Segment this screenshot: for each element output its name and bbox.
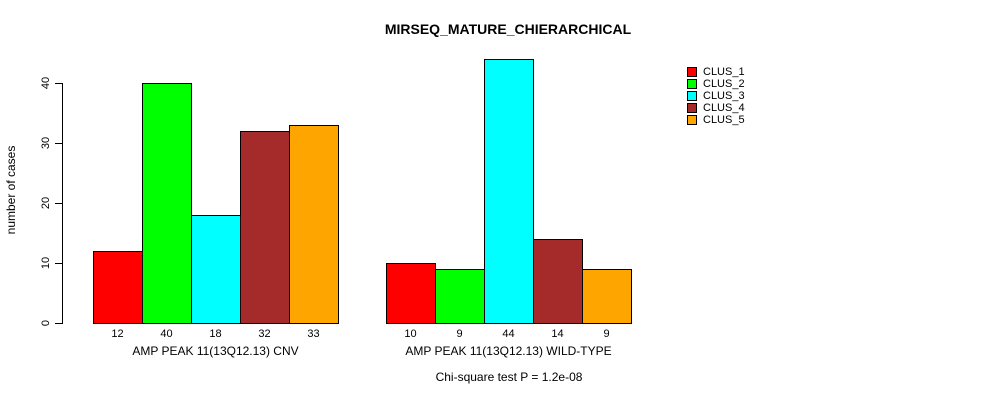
bar-clus-3 xyxy=(191,215,241,324)
bar-value-label: 10 xyxy=(404,328,417,340)
legend-label: CLUS_1 xyxy=(703,66,745,78)
bar-clus-3 xyxy=(484,59,534,324)
legend-swatch xyxy=(687,103,697,113)
y-tick-label: 10 xyxy=(40,256,52,270)
bar-value-label: 14 xyxy=(551,328,564,340)
y-tick-mark xyxy=(55,322,62,324)
y-tick-mark xyxy=(55,82,62,84)
group-axis-label: AMP PEAK 11(13Q12.13) WILD-TYPE xyxy=(405,344,612,358)
legend-item: CLUS_1 xyxy=(687,66,745,78)
legend-item: CLUS_4 xyxy=(687,102,745,114)
bar-clus-1 xyxy=(93,251,143,324)
group-axis-label: AMP PEAK 11(13Q12.13) CNV xyxy=(132,344,299,358)
legend-item: CLUS_5 xyxy=(687,114,745,126)
legend-label: CLUS_2 xyxy=(703,78,745,90)
bar-value-label: 33 xyxy=(307,328,320,340)
y-axis-title: number of cases xyxy=(4,145,18,235)
bar-value-label: 9 xyxy=(456,328,463,340)
bar-clus-5 xyxy=(582,269,632,324)
legend-label: CLUS_5 xyxy=(703,114,745,126)
legend-swatch xyxy=(687,91,697,101)
legend-label: CLUS_3 xyxy=(703,90,745,102)
y-tick-label: 40 xyxy=(40,76,52,90)
y-tick-mark xyxy=(55,142,62,144)
y-tick-mark xyxy=(55,202,62,204)
legend: CLUS_1 CLUS_2 CLUS_3 CLUS_4 CLUS_5 xyxy=(687,66,745,126)
bar-clus-2 xyxy=(142,83,192,324)
bar-value-label: 44 xyxy=(502,328,515,340)
legend-swatch xyxy=(687,79,697,89)
bar-clus-2 xyxy=(435,269,485,324)
bar-clus-5 xyxy=(289,125,339,324)
bar-value-label: 40 xyxy=(160,328,173,340)
y-tick-label: 30 xyxy=(40,136,52,150)
chi-square-note: Chi-square test P = 1.2e-08 xyxy=(435,370,583,384)
bar-clus-1 xyxy=(386,263,436,324)
bar-value-label: 18 xyxy=(209,328,222,340)
bar-clus-4 xyxy=(240,131,290,324)
y-tick-label: 0 xyxy=(40,319,52,327)
y-tick-mark xyxy=(55,262,62,264)
chart-title: MIRSEQ_MATURE_CHIERARCHICAL xyxy=(384,21,632,37)
legend-item: CLUS_2 xyxy=(687,78,745,90)
legend-swatch xyxy=(687,115,697,125)
y-axis-line xyxy=(62,83,63,324)
legend-item: CLUS_3 xyxy=(687,90,745,102)
legend-label: CLUS_4 xyxy=(703,102,745,114)
bar-value-label: 32 xyxy=(258,328,271,340)
bar-value-label: 9 xyxy=(603,328,610,340)
legend-swatch xyxy=(687,67,697,77)
y-tick-label: 20 xyxy=(40,196,52,210)
bar-clus-4 xyxy=(533,239,583,324)
bar-value-label: 12 xyxy=(111,328,124,340)
